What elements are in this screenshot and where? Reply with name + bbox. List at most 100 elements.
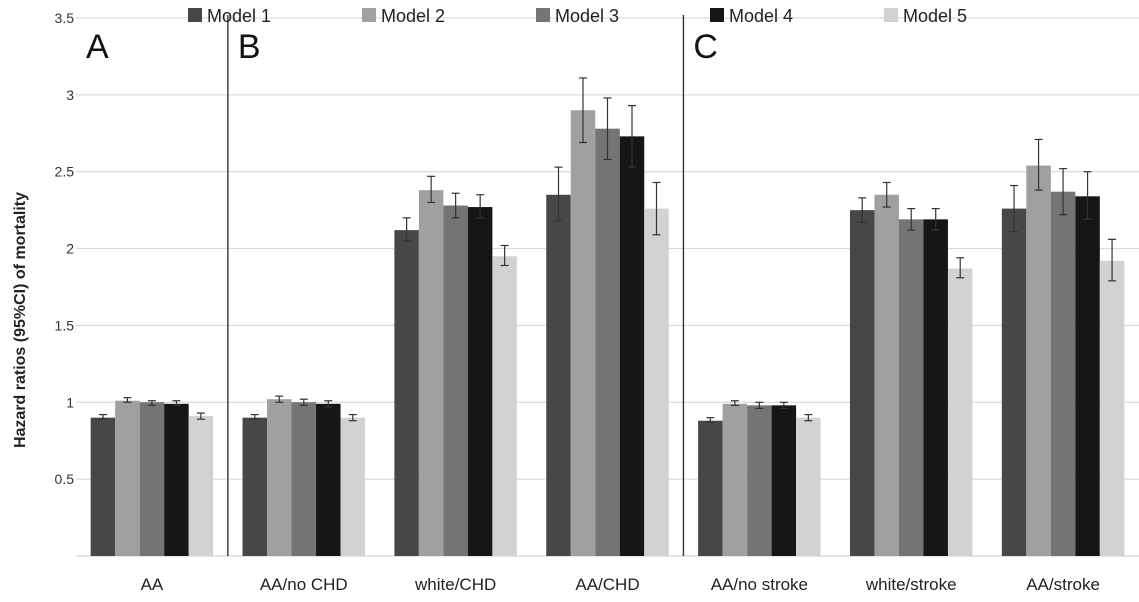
panel-dividers <box>227 15 685 556</box>
bar <box>546 194 571 556</box>
error-bar <box>579 77 587 144</box>
y-axis-ticks: 0.5 1 1.5 2 2.5 3 3.5 <box>55 10 75 487</box>
panel-labels: A B C <box>86 28 718 66</box>
legend-swatch <box>536 8 550 22</box>
error-bar <box>1108 238 1117 282</box>
bar <box>923 219 948 556</box>
error-bar <box>348 413 357 422</box>
bar <box>90 417 116 556</box>
bar <box>796 417 821 556</box>
legend-item: Model 5 <box>884 6 967 26</box>
error-bar <box>779 401 788 410</box>
error-bars <box>98 77 1117 423</box>
bar <box>267 399 292 556</box>
bar <box>1099 260 1125 556</box>
bar <box>394 230 419 556</box>
y-tick-label: 0.5 <box>55 471 75 487</box>
error-bar <box>652 181 661 236</box>
x-category-label: white/CHD <box>414 575 496 594</box>
error-bar <box>196 412 205 420</box>
legend-swatch <box>710 8 724 22</box>
bar <box>947 268 973 556</box>
bar <box>1026 165 1051 556</box>
error-bar <box>1034 138 1043 191</box>
legend-item: Model 4 <box>710 6 793 26</box>
bar <box>242 417 268 556</box>
bar <box>443 205 468 556</box>
legend-label: Model 3 <box>555 6 619 26</box>
legend: Model 1 Model 2 Model 3 Model 4 Model 5 <box>188 6 967 26</box>
panel-label: A <box>86 28 109 66</box>
error-bar <box>500 244 509 267</box>
y-tick-label: 2.5 <box>55 164 75 180</box>
y-tick-label: 3.5 <box>55 10 75 26</box>
bar <box>316 403 341 556</box>
error-bar <box>299 398 308 406</box>
panel-label: C <box>693 28 718 66</box>
bar <box>849 210 875 556</box>
bar <box>619 136 645 557</box>
error-bar <box>882 181 891 208</box>
legend-item: Model 1 <box>188 6 271 26</box>
bar <box>291 402 317 556</box>
bar <box>115 400 140 556</box>
bar <box>139 402 165 556</box>
x-category-label: AA/CHD <box>575 575 639 594</box>
error-bar <box>706 417 715 423</box>
bar <box>492 256 517 556</box>
error-bar <box>804 413 813 422</box>
bar <box>644 208 669 556</box>
y-axis-title: Hazard ratios (95%CI) of mortality <box>12 192 29 448</box>
error-bar <box>858 197 867 224</box>
error-bar <box>427 175 436 204</box>
error-bar <box>603 97 612 161</box>
bar <box>467 207 493 556</box>
x-axis-category-labels: AA AA/no CHD white/CHD AA/CHD AA/no stroke wh… <box>141 575 1100 594</box>
bar <box>570 110 596 556</box>
error-bar <box>476 194 485 219</box>
bar <box>418 190 444 556</box>
legend-label: Model 5 <box>903 6 967 26</box>
legend-label: Model 2 <box>381 6 445 26</box>
bar <box>1075 196 1100 556</box>
bars <box>90 110 1125 557</box>
error-bar <box>172 400 181 406</box>
bar <box>747 405 772 556</box>
error-bar <box>755 401 764 410</box>
y-tick-label: 3 <box>66 87 74 103</box>
bar <box>188 416 214 556</box>
error-bar <box>931 208 940 231</box>
bar <box>722 403 748 556</box>
y-tick-label: 2 <box>66 241 74 257</box>
bar <box>595 128 620 556</box>
error-bar <box>628 105 636 168</box>
bar <box>1001 208 1027 556</box>
x-category-label: AA <box>141 575 164 594</box>
error-bar <box>123 397 132 403</box>
error-bar <box>250 413 259 420</box>
y-tick-label: 1 <box>66 394 74 410</box>
bar <box>164 403 189 556</box>
y-tick-label: 1.5 <box>55 317 75 333</box>
legend-swatch <box>188 8 202 22</box>
error-bar <box>907 208 916 231</box>
error-bar <box>275 395 284 403</box>
bar <box>340 417 366 556</box>
legend-swatch <box>884 8 898 22</box>
error-bar <box>1083 171 1092 220</box>
legend-item: Model 3 <box>536 6 619 26</box>
error-bar <box>324 400 333 408</box>
panel-label: B <box>238 28 261 66</box>
x-category-label: AA/no CHD <box>260 575 348 594</box>
bar <box>898 219 924 556</box>
error-bar <box>956 257 965 279</box>
x-category-label: AA/stroke <box>1026 575 1100 594</box>
x-category-label: AA/no stroke <box>711 575 808 594</box>
bar <box>1050 191 1076 556</box>
legend-item: Model 2 <box>362 6 445 26</box>
legend-label: Model 4 <box>729 6 793 26</box>
error-bar <box>730 400 739 406</box>
bar <box>874 194 899 556</box>
error-bar <box>1059 168 1068 216</box>
